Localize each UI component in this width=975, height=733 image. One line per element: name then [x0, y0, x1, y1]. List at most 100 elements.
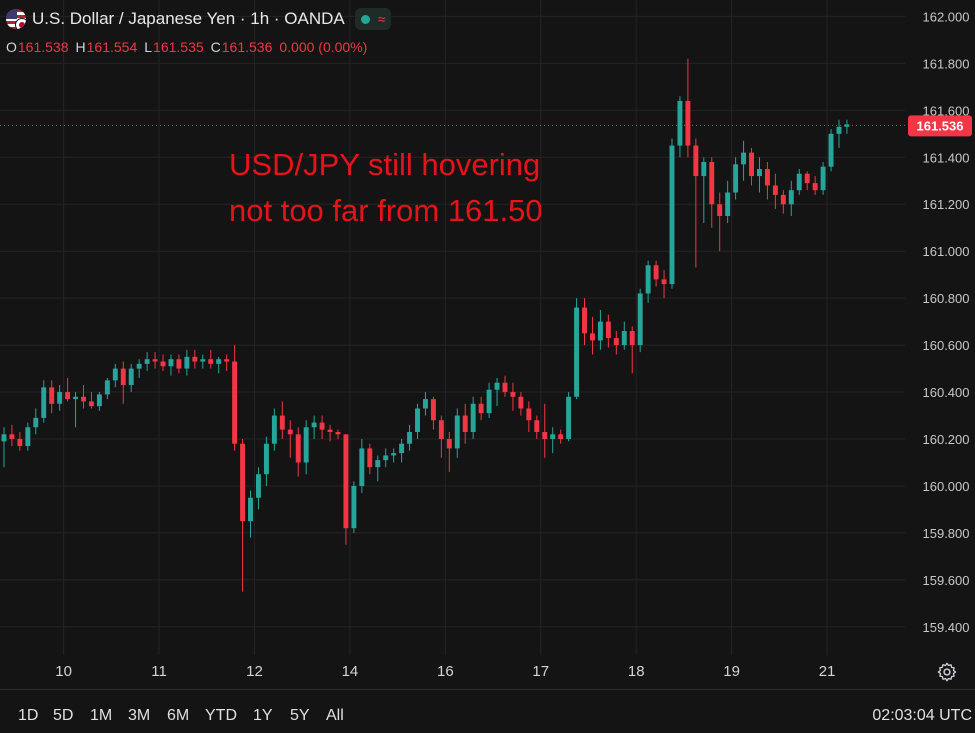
y-tick-label: 161.000: [923, 244, 970, 259]
candle-body: [597, 321, 603, 341]
candle: [160, 354, 166, 371]
candle: [772, 173, 778, 209]
candle: [462, 403, 468, 444]
y-tick-label: 161.800: [923, 56, 970, 71]
range-button-5y[interactable]: 5Y: [290, 707, 310, 724]
candle: [828, 129, 834, 172]
x-tick-label: 10: [55, 663, 72, 680]
candle: [788, 180, 794, 216]
candle-body: [73, 396, 79, 400]
range-button-5d[interactable]: 5D: [53, 707, 74, 724]
candle: [558, 429, 564, 444]
candle: [820, 161, 826, 195]
candle-body: [49, 387, 55, 404]
candle: [65, 377, 71, 402]
candle: [653, 260, 659, 287]
candle: [240, 439, 246, 592]
candle: [470, 396, 476, 440]
range-button-1m[interactable]: 1M: [90, 707, 113, 724]
y-tick-label: 160.800: [923, 291, 970, 306]
candle-body: [518, 396, 524, 409]
candle-body: [494, 382, 500, 390]
utc-clock[interactable]: 02:03:04 UTC: [872, 707, 972, 724]
candle-body: [613, 338, 619, 346]
candle-body: [415, 408, 420, 432]
candle-body: [717, 204, 723, 216]
x-tick-label: 12: [246, 663, 263, 680]
grid-lines: [0, 0, 905, 655]
candle-body: [764, 169, 770, 186]
candle-body: [248, 497, 253, 522]
candle-body: [33, 417, 39, 428]
candle-body: [486, 389, 492, 414]
annotation-line-1: USD/JPY still hovering: [229, 147, 540, 182]
candle-body: [804, 173, 810, 184]
candle: [550, 427, 556, 454]
range-button-ytd[interactable]: YTD: [205, 707, 237, 724]
candle: [152, 352, 158, 369]
candle-body: [9, 434, 15, 440]
candle: [128, 363, 134, 393]
range-button-1d[interactable]: 1D: [18, 707, 39, 724]
candle-body: [629, 331, 635, 346]
candle: [335, 429, 341, 440]
ohlc-open-value: 161.538: [17, 39, 69, 55]
candle: [263, 436, 269, 486]
candle: [566, 392, 572, 442]
wave-icon: ≈: [377, 11, 386, 27]
candle: [804, 171, 810, 191]
candle: [168, 354, 174, 376]
x-tick-label: 16: [437, 663, 454, 680]
candle-body: [446, 439, 452, 449]
candle: [812, 176, 818, 195]
candle-body: [128, 368, 134, 386]
candle-body: [582, 307, 587, 334]
candle-body: [645, 265, 651, 294]
candle-body: [208, 359, 214, 364]
candle: [844, 119, 850, 134]
candle: [494, 377, 500, 407]
candle: [104, 377, 110, 400]
candle: [661, 269, 667, 299]
candle-body: [844, 124, 850, 127]
candle: [454, 408, 460, 458]
price-chart[interactable]: 162.000 161.800 161.600 161.400 161.200 161.0…: [0, 0, 975, 690]
candle: [685, 58, 691, 158]
candle-body: [693, 145, 699, 177]
candle-body: [391, 453, 397, 456]
candle: [295, 427, 301, 477]
candle: [73, 392, 79, 428]
last-price-tag: 161.536: [908, 115, 972, 137]
candle-body: [367, 448, 373, 468]
x-tick-label: 18: [628, 663, 645, 680]
range-button-6m[interactable]: 6M: [167, 707, 190, 724]
candle: [526, 401, 532, 432]
symbol-title[interactable]: U.S. Dollar / Japanese Yen · 1h · OANDA: [32, 9, 345, 28]
candle: [208, 349, 214, 369]
candle: [279, 401, 285, 440]
candle: [88, 392, 94, 409]
range-button-all[interactable]: All: [326, 707, 344, 724]
candle: [407, 424, 413, 451]
x-axis: 10 11 12 14 16 17 18 19 21: [55, 663, 835, 680]
candle: [415, 403, 420, 440]
y-tick-label: 161.600: [923, 103, 970, 118]
gear-icon[interactable]: [936, 661, 958, 683]
candle-body: [454, 415, 460, 449]
candle-body: [788, 190, 794, 205]
candle: [629, 326, 635, 374]
candle-body: [271, 415, 277, 444]
candle-body: [263, 443, 269, 475]
usd-jpy-flag-icon: [6, 9, 26, 29]
candle: [271, 408, 277, 451]
market-status-pill[interactable]: ≈: [354, 8, 392, 30]
candle-body: [65, 392, 71, 400]
candle-body: [502, 382, 508, 393]
range-button-1y[interactable]: 1Y: [253, 707, 273, 724]
candle-body: [741, 152, 747, 165]
candle: [136, 359, 142, 378]
candle-body: [1, 434, 7, 442]
range-button-3m[interactable]: 3M: [128, 707, 151, 724]
candle: [717, 192, 723, 252]
candle-body: [200, 359, 206, 362]
